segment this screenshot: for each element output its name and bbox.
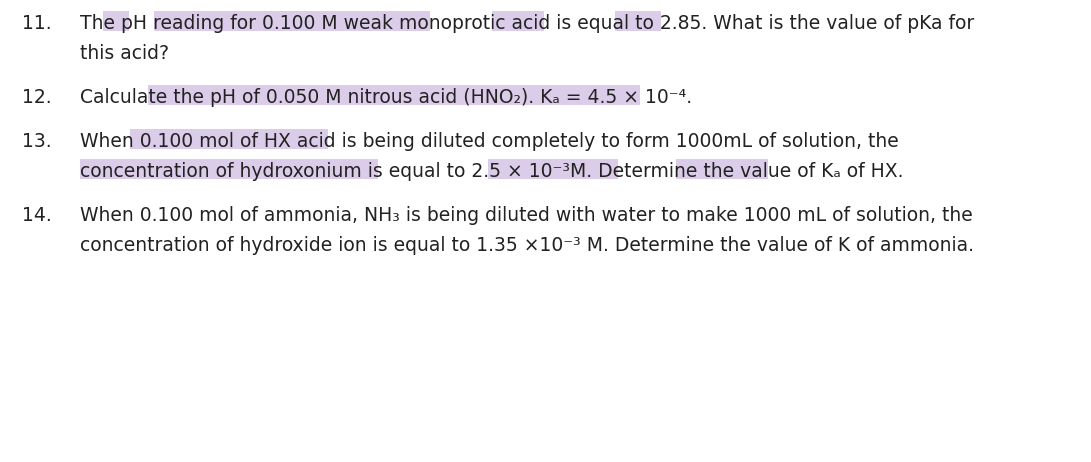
Bar bbox=[615, 11, 661, 31]
Text: concentration of hydroxide ion is equal to 1.35 ×10⁻³ M. Determine the value of : concentration of hydroxide ion is equal … bbox=[80, 236, 974, 255]
Text: this acid?: this acid? bbox=[80, 44, 169, 63]
Bar bbox=[488, 159, 618, 179]
Bar bbox=[676, 159, 768, 179]
Bar bbox=[492, 11, 544, 31]
Bar bbox=[80, 159, 377, 179]
Text: When 0.100 mol of HX acid is being diluted completely to form 1000mL of solution: When 0.100 mol of HX acid is being dilut… bbox=[80, 132, 899, 151]
Bar bbox=[148, 85, 640, 105]
Bar bbox=[154, 11, 430, 31]
Text: 14.: 14. bbox=[22, 206, 51, 225]
Text: Calculate the pH of 0.050 M nitrous acid (HNO₂). Κₐ = 4.5 × 10⁻⁴.: Calculate the pH of 0.050 M nitrous acid… bbox=[80, 88, 692, 107]
Text: 13.: 13. bbox=[22, 132, 51, 151]
Text: When 0.100 mol of ammonia, NH₃ is being diluted with water to make 1000 mL of so: When 0.100 mol of ammonia, NH₃ is being … bbox=[80, 206, 973, 225]
Bar bbox=[103, 11, 129, 31]
Text: 11.: 11. bbox=[22, 14, 51, 33]
Text: The pH reading for 0.100 M weak monoprotic acid is equal to 2.85. What is the va: The pH reading for 0.100 M weak monoprot… bbox=[80, 14, 974, 33]
Text: 12.: 12. bbox=[22, 88, 51, 107]
Text: concentration of hydroxonium is equal to 2.5 × 10⁻³M. Determine the value of Kₐ : concentration of hydroxonium is equal to… bbox=[80, 162, 903, 181]
Bar bbox=[130, 129, 328, 149]
